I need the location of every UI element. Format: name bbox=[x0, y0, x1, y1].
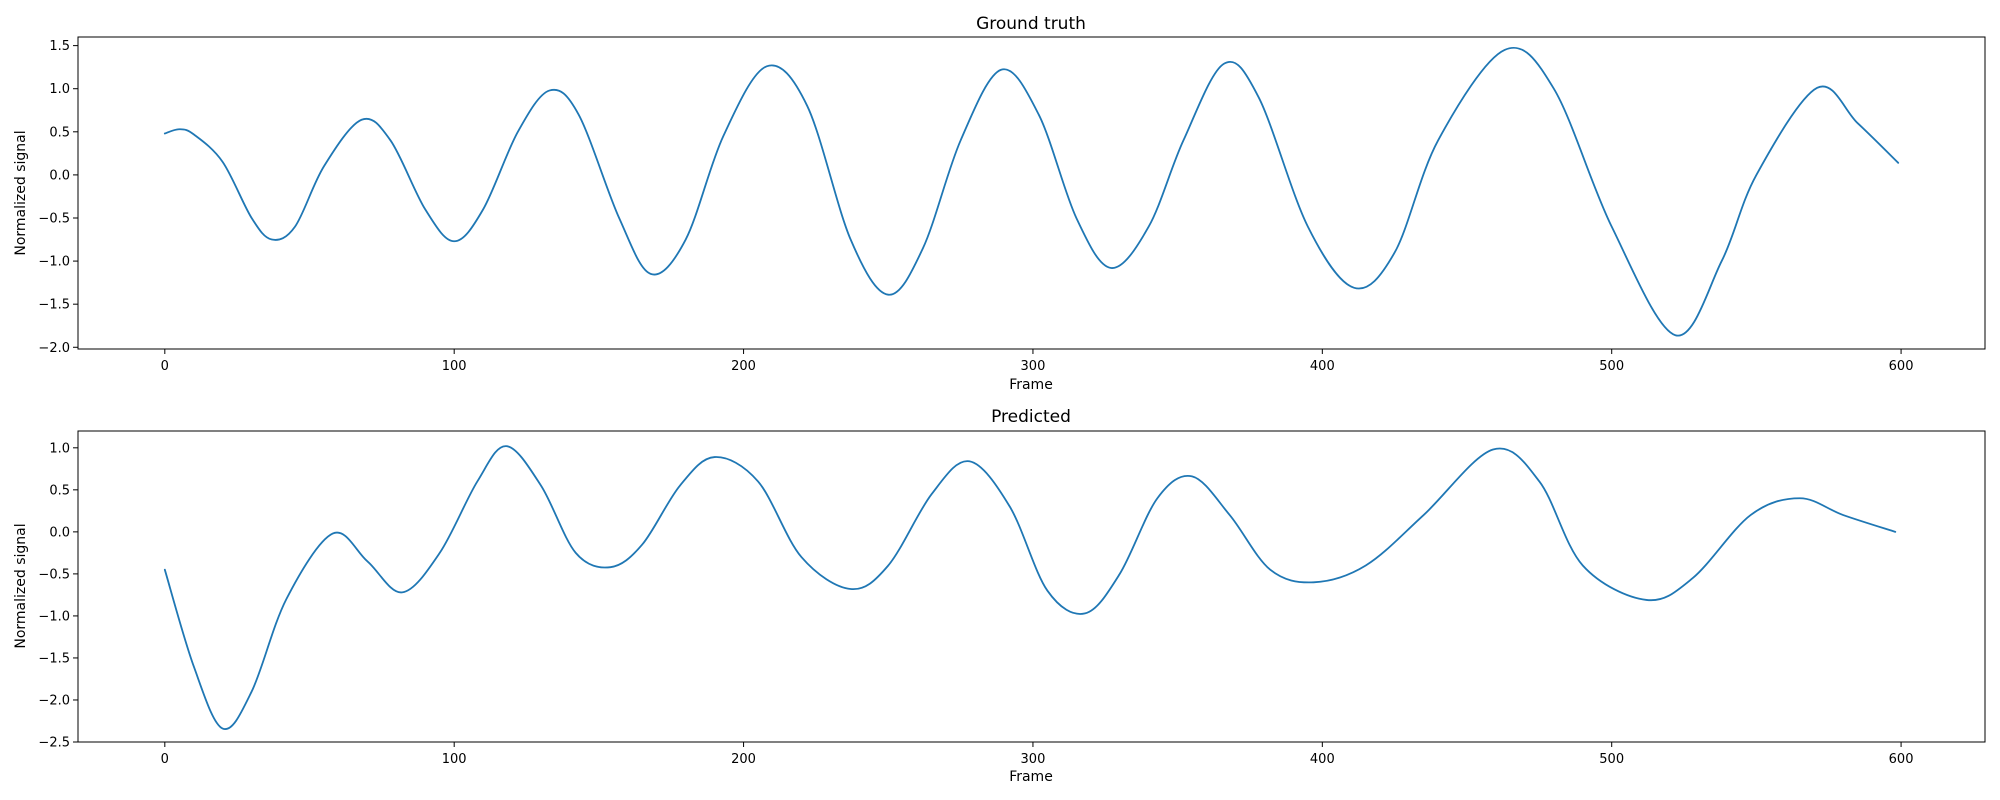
x-tick-label: 400 bbox=[1310, 752, 1335, 767]
x-tick-label: 200 bbox=[731, 752, 756, 767]
x-ticks: 0 100 200 300 400 500 600 bbox=[161, 349, 1914, 374]
y-tick-label: 0.5 bbox=[49, 125, 70, 140]
y-tick-label: 1.0 bbox=[49, 441, 70, 456]
plot-frame bbox=[77, 36, 1986, 350]
x-tick-label: 300 bbox=[1021, 359, 1046, 374]
y-tick-label: −1.0 bbox=[38, 255, 70, 270]
series-line bbox=[163, 445, 1897, 730]
x-tick-label: 300 bbox=[1021, 752, 1046, 767]
x-tick-label: 100 bbox=[442, 752, 467, 767]
x-tick-label: 500 bbox=[1599, 359, 1624, 374]
y-axis-label: Normalized signal bbox=[13, 130, 29, 255]
y-tick-label: −0.5 bbox=[38, 211, 70, 226]
y-tick-label: 1.5 bbox=[49, 39, 70, 54]
series-line bbox=[163, 47, 1900, 337]
subplot-ground-truth: Ground truth −2.0 −1.5 −1.0 −0.5 0.0 0.5 1.0 1.… bbox=[13, 14, 1986, 393]
x-tick-label: 600 bbox=[1889, 752, 1914, 767]
y-tick-label: −1.0 bbox=[38, 609, 70, 624]
x-tick-label: 0 bbox=[161, 752, 169, 767]
y-tick-label: 0.5 bbox=[49, 483, 70, 498]
subplot-predicted: Predicted −2.5−2.0−1.5−1.0−0.50.00.51.0 … bbox=[13, 407, 1986, 785]
x-tick-label: 600 bbox=[1889, 359, 1914, 374]
y-tick-label: −2.0 bbox=[38, 341, 70, 356]
x-tick-label: 200 bbox=[731, 359, 756, 374]
y-tick-label: 1.0 bbox=[49, 82, 70, 97]
y-tick-label: −2.0 bbox=[38, 693, 70, 708]
y-ticks: −2.5 −2.0 −1.5 −1.0 −0.5 0.0 0.5 1.0 bbox=[38, 441, 78, 751]
x-axis-label: Frame bbox=[1009, 377, 1053, 393]
y-tick-label: 0.0 bbox=[49, 168, 70, 183]
x-tick-label: 100 bbox=[442, 359, 467, 374]
y-ticks: −2.0 −1.5 −1.0 −0.5 0.0 0.5 1.0 1.5 bbox=[38, 39, 78, 356]
plot-frame bbox=[77, 430, 1986, 743]
x-tick-label: 400 bbox=[1310, 359, 1335, 374]
y-tick-label: −1.5 bbox=[38, 651, 70, 666]
y-tick-label: −1.5 bbox=[38, 298, 70, 313]
chart-title: Predicted bbox=[991, 407, 1071, 427]
y-tick-label: −0.5 bbox=[38, 567, 70, 582]
chart-title: Ground truth bbox=[976, 14, 1086, 34]
x-ticks: 0 100 200 300 400 500 600 bbox=[161, 742, 1914, 767]
y-tick-label: −2.5 bbox=[38, 736, 70, 751]
y-axis-label: Normalized signal bbox=[13, 523, 29, 648]
x-axis-label: Frame bbox=[1009, 769, 1053, 785]
x-tick-label: 0 bbox=[161, 359, 169, 374]
x-tick-label: 500 bbox=[1599, 752, 1624, 767]
y-tick-label: 0.0 bbox=[49, 525, 70, 540]
